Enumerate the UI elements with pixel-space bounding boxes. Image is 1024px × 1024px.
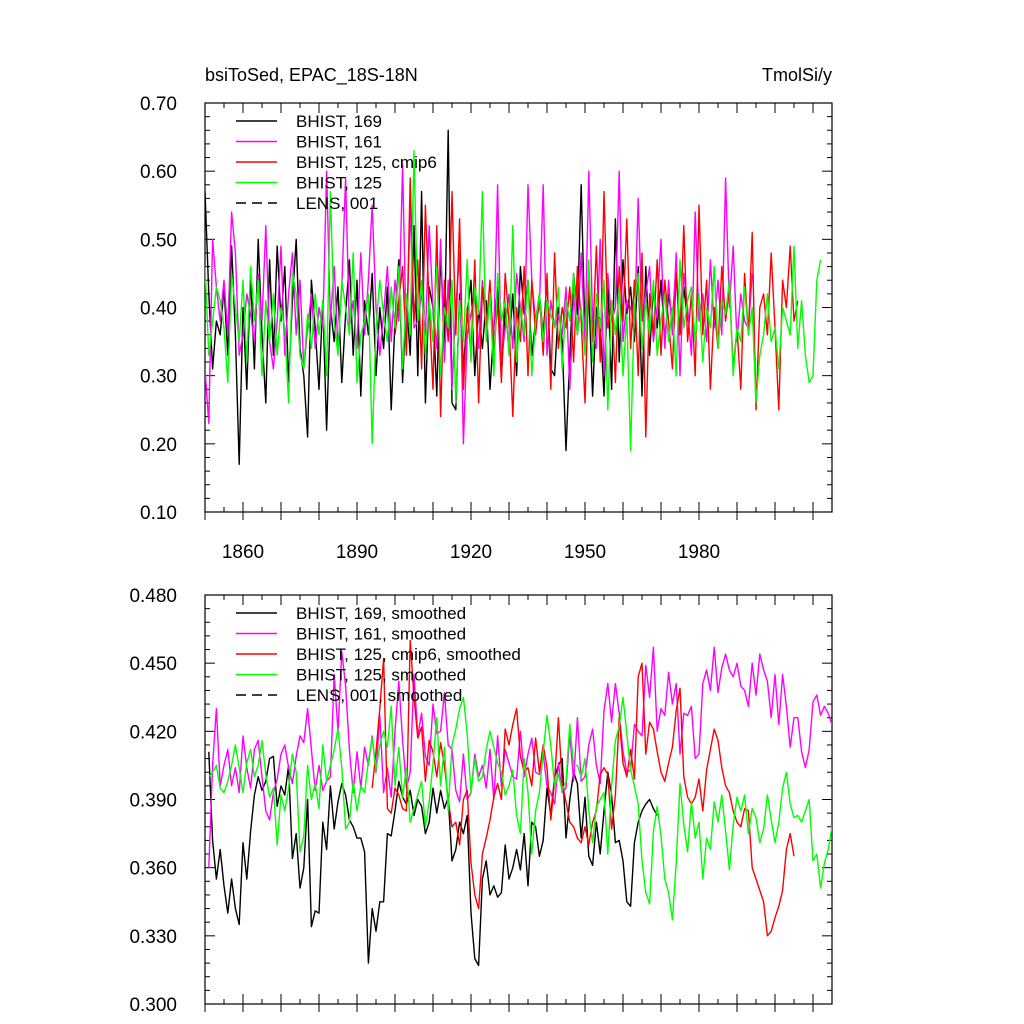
bottom-series-line-0 [208, 751, 658, 967]
top-x-tick-label: 1950 [564, 542, 606, 563]
bottom-legend-label: BHIST, 161, smoothed [296, 625, 466, 644]
top-y-tick-label: 0.30 [140, 367, 177, 388]
bottom-legend-label: BHIST, 169, smoothed [296, 604, 466, 623]
top-plot-area [205, 129, 822, 465]
top-chart-title-right: TmolSi/y [762, 65, 832, 85]
bottom-plot-area [208, 639, 832, 967]
top-x-tick-label: 1920 [450, 542, 492, 563]
bottom-legend-label: BHIST, 125, cmip6, smoothed [296, 645, 521, 664]
bottom-y-tick-label: 0.300 [129, 995, 177, 1016]
top-x-tick-label: 1980 [678, 542, 720, 563]
top-y-tick-label: 0.60 [140, 162, 177, 183]
top-series-line-3 [205, 149, 822, 452]
top-legend-label: BHIST, 125 [296, 174, 382, 193]
top-y-tick-label: 0.10 [140, 503, 177, 524]
bottom-y-tick-label: 0.390 [129, 791, 177, 812]
top-legend-label: BHIST, 125, cmip6 [296, 153, 437, 172]
top-y-tick-label: 0.40 [140, 299, 177, 320]
bottom-y-tick-label: 0.420 [129, 722, 177, 743]
top-legend-label: BHIST, 169 [296, 112, 382, 131]
bottom-series-line-3 [208, 696, 832, 921]
top-series-line-1 [205, 163, 753, 445]
top-legend-label: BHIST, 161 [296, 133, 382, 152]
top-y-tick-label: 0.50 [140, 230, 177, 251]
bottom-y-tick-label: 0.330 [129, 927, 177, 948]
bottom-panel: 0.300 0.330 0.360 0.390 0.420 0.450 0.480 BHIST… [129, 586, 833, 1016]
bottom-legend-label: LENS, 001, smoothed [296, 686, 462, 705]
bottom-y-tick-label: 0.480 [129, 586, 177, 607]
bottom-legend-label: BHIST, 125, smoothed [296, 666, 466, 685]
bottom-y-tick-label: 0.360 [129, 859, 177, 880]
top-y-tick-label: 0.70 [140, 94, 177, 115]
top-x-tick-label: 1890 [336, 542, 378, 563]
top-legend-label: LENS, 001 [296, 194, 378, 213]
top-panel: bsiToSed, EPAC_18S-18N TmolSi/y 0.10 0.20… [140, 65, 833, 563]
top-x-tick-label: 1860 [222, 542, 264, 563]
top-y-tick-label: 0.20 [140, 435, 177, 456]
bottom-y-tick-label: 0.450 [129, 654, 177, 675]
top-chart-title-left: bsiToSed, EPAC_18S-18N [205, 65, 418, 86]
bottom-series-line-2 [371, 639, 795, 937]
